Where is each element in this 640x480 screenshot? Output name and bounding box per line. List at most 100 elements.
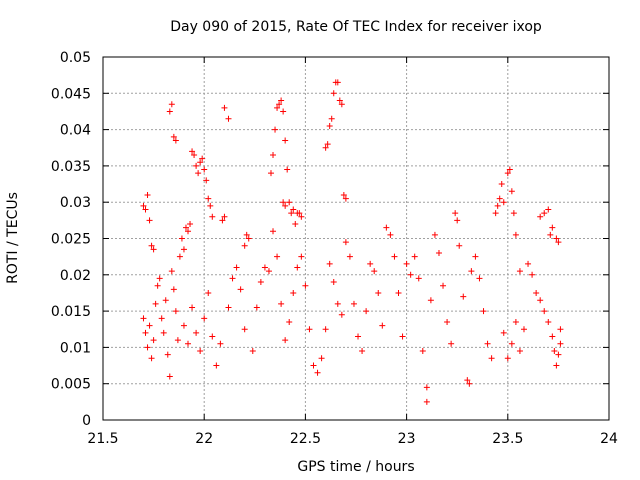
data-point: [209, 333, 216, 340]
data-point: [229, 275, 236, 282]
data-point: [197, 348, 204, 355]
y-tick-label: 0.015: [51, 304, 91, 320]
data-point: [476, 275, 483, 282]
data-point: [488, 355, 495, 362]
data-point: [267, 170, 274, 177]
data-point: [191, 152, 198, 159]
data-point: [178, 235, 185, 242]
data-point: [150, 337, 157, 344]
data-point: [492, 210, 499, 217]
data-point: [290, 206, 297, 213]
data-point: [185, 340, 192, 347]
data-point: [484, 340, 491, 347]
y-tick-label: 0.035: [51, 159, 91, 175]
data-point: [221, 213, 228, 220]
data-point: [156, 275, 163, 282]
data-point: [328, 115, 335, 122]
data-point: [411, 253, 418, 260]
data-point: [342, 195, 349, 202]
y-tick-label: 0.03: [60, 195, 91, 211]
data-point: [452, 210, 459, 217]
data-point: [419, 348, 426, 355]
data-point: [336, 97, 343, 104]
data-point: [276, 101, 283, 108]
data-point: [529, 271, 536, 278]
data-point: [152, 300, 159, 307]
data-point: [146, 322, 153, 329]
data-point: [547, 231, 554, 238]
data-point: [158, 315, 165, 322]
data-point: [270, 228, 277, 235]
data-point: [195, 170, 202, 177]
data-point: [498, 181, 505, 188]
data-point: [496, 195, 503, 202]
data-point: [288, 210, 295, 217]
data-point: [363, 308, 370, 315]
data-point: [207, 202, 214, 209]
data-point: [375, 289, 382, 296]
data-point: [193, 329, 200, 336]
x-tick-label: 21.5: [87, 431, 118, 447]
data-point: [555, 351, 562, 358]
data-point: [253, 304, 260, 311]
data-point: [160, 329, 167, 336]
data-point: [500, 329, 507, 336]
x-tick-label: 23.5: [492, 431, 523, 447]
data-point: [444, 318, 451, 325]
data-point: [415, 275, 422, 282]
data-point: [168, 101, 175, 108]
y-tick-labels: 0 0.005 0.01 0.015 0.02 0.025 0.03 0.035 0.04 0.0…: [51, 50, 91, 429]
data-point: [201, 315, 208, 322]
tick-marks: [102, 56, 610, 421]
data-point: [338, 101, 345, 108]
x-tick-label: 23: [398, 431, 416, 447]
data-point: [407, 271, 414, 278]
data-point: [306, 326, 313, 333]
data-point: [298, 253, 305, 260]
data-point: [338, 311, 345, 318]
data-point: [494, 202, 501, 209]
data-point: [395, 289, 402, 296]
x-axis-label: GPS time / hours: [297, 459, 414, 475]
data-point: [245, 235, 252, 242]
y-tick-label: 0.045: [51, 86, 91, 102]
data-point: [553, 235, 560, 242]
data-point: [290, 289, 297, 296]
data-point: [440, 282, 447, 289]
data-point: [241, 326, 248, 333]
x-tick-label: 22.5: [290, 431, 321, 447]
data-point: [423, 384, 430, 391]
y-tick-label: 0.025: [51, 232, 91, 248]
data-point: [302, 282, 309, 289]
data-point: [553, 362, 560, 369]
data-point: [403, 260, 410, 267]
data-point: [189, 148, 196, 155]
data-point: [144, 344, 151, 351]
data-point: [557, 340, 564, 347]
data-point: [284, 166, 291, 173]
data-point: [199, 155, 206, 162]
data-point: [310, 362, 317, 369]
data-point: [189, 304, 196, 311]
data-point: [174, 337, 181, 344]
data-point: [460, 293, 467, 300]
grid: [103, 57, 609, 420]
data-point: [146, 217, 153, 224]
data-point: [314, 369, 321, 376]
data-point: [545, 206, 552, 213]
data-point: [541, 308, 548, 315]
data-point: [225, 304, 232, 311]
data-point: [330, 279, 337, 286]
data-point: [435, 250, 442, 257]
data-point: [355, 333, 362, 340]
data-point: [551, 348, 558, 355]
data-point: [144, 191, 151, 198]
y-tick-label: 0.01: [60, 340, 91, 356]
data-point: [270, 152, 277, 159]
chart-title: Day 090 of 2015, Rate Of TEC Index for r…: [170, 19, 542, 35]
data-point: [162, 297, 169, 304]
data-point: [326, 122, 333, 129]
data-point: [213, 362, 220, 369]
data-point: [454, 217, 461, 224]
